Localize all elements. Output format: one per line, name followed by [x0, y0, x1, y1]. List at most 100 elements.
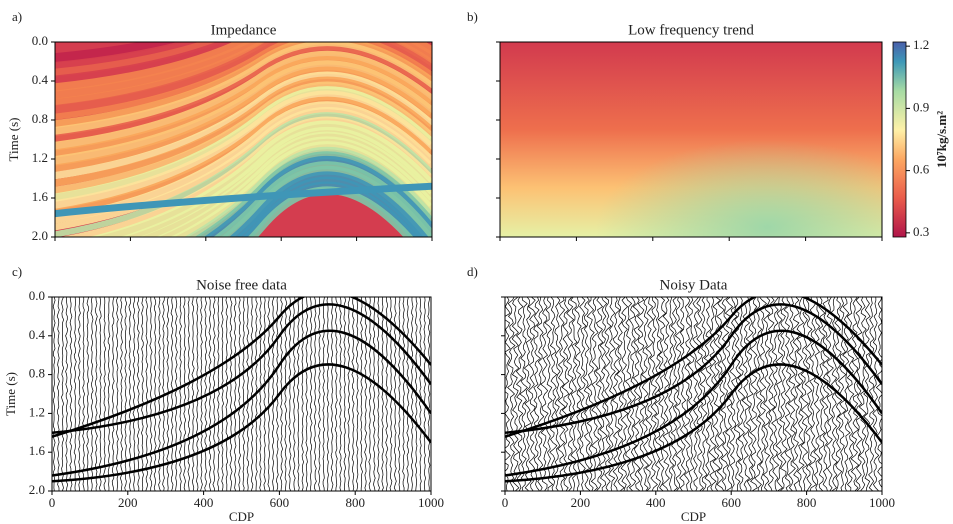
seismic-trace — [695, 297, 704, 491]
seismic-trace — [334, 297, 338, 491]
seismic-trace — [196, 297, 199, 491]
seismic-trace — [850, 297, 860, 491]
seismic-trace — [56, 297, 60, 491]
plot-area — [505, 297, 882, 491]
seismic-trace — [800, 297, 809, 491]
plot-area — [500, 42, 882, 237]
seismic-trace — [393, 297, 397, 491]
seismic-trace — [368, 297, 372, 491]
seismic-trace — [78, 297, 81, 491]
impedance-layer — [55, 182, 432, 218]
impedance-layer — [55, 101, 432, 224]
seismic-trace — [418, 297, 422, 491]
seismic-trace — [103, 297, 107, 491]
y-tick-label: 0.8 — [29, 366, 45, 381]
seismic-trace — [200, 297, 204, 491]
impedance-layer — [55, 46, 432, 143]
seismic-trace — [536, 297, 545, 491]
seismic-trace — [561, 297, 570, 491]
seismic-trace — [364, 297, 368, 491]
x-tick-label: 1000 — [869, 495, 895, 510]
seismic-trace — [598, 297, 608, 491]
seismic-event — [505, 329, 882, 477]
seismic-trace — [603, 297, 612, 491]
seismic-trace — [796, 297, 805, 491]
y-tick-label: 0.0 — [29, 288, 45, 303]
panel-label: b) — [467, 9, 478, 24]
impedance-layer — [88, 120, 432, 237]
impedance-layer — [247, 186, 414, 237]
y-tick-label: 2.0 — [29, 482, 45, 497]
seismic-trace — [187, 297, 191, 491]
seismic-trace — [712, 297, 721, 491]
seismic-trace — [653, 297, 662, 491]
seismic-trace — [787, 297, 796, 491]
seismic-event — [52, 297, 431, 438]
x-tick-label: 400 — [646, 495, 666, 510]
seismic-trace — [94, 297, 98, 491]
seismic-trace — [427, 297, 431, 491]
chart-title: Noise free data — [196, 277, 287, 293]
seismic-trace — [783, 297, 792, 491]
seismic-trace — [527, 297, 536, 491]
panel-label: c) — [12, 264, 22, 279]
seismic-trace — [570, 297, 578, 491]
seismic-trace — [862, 297, 872, 491]
impedance-layer — [55, 42, 432, 106]
y-tick-label: 0.0 — [32, 33, 48, 48]
seismic-trace — [540, 297, 549, 491]
colorbar-tick-label: 0.9 — [913, 99, 929, 114]
seismic-trace — [343, 297, 347, 491]
impedance-layer — [55, 42, 432, 137]
seismic-trace — [309, 297, 313, 491]
seismic-trace — [779, 297, 788, 491]
seismic-trace — [544, 297, 554, 491]
seismic-trace — [834, 297, 843, 491]
seismic-trace — [174, 297, 178, 491]
seismic-trace — [804, 297, 813, 491]
impedance-layer — [55, 90, 432, 210]
chart-title: Impedance — [211, 22, 277, 38]
seismic-trace — [590, 297, 600, 491]
impedance-layer — [120, 126, 432, 237]
seismic-event — [52, 303, 431, 435]
seismic-trace — [703, 297, 712, 491]
seismic-trace — [549, 297, 558, 491]
x-tick-label: 600 — [721, 495, 741, 510]
seismic-trace — [170, 297, 174, 491]
seismic-trace — [557, 297, 566, 491]
seismic-trace — [221, 297, 224, 491]
seismic-trace — [825, 297, 834, 491]
seismic-trace — [65, 297, 69, 491]
seismic-trace — [595, 297, 604, 491]
impedance-layer — [139, 131, 432, 237]
seismic-trace — [875, 297, 882, 491]
y-tick-label: 1.2 — [32, 150, 48, 165]
seismic-trace — [872, 297, 880, 491]
panel: Low frequency trend b) 0.3 0.6 0.9 1.2 10⁷kg/s… — [467, 9, 949, 241]
seismic-trace — [868, 297, 875, 491]
seismic-trace — [813, 297, 821, 491]
seismic-trace — [73, 297, 77, 491]
seismic-trace — [724, 297, 734, 491]
seismic-trace — [649, 297, 658, 491]
axes-frame — [54, 41, 433, 238]
seismic-event — [52, 363, 431, 483]
seismic-trace — [120, 297, 124, 491]
seismic-trace — [523, 297, 532, 491]
chart-title: Low frequency trend — [628, 22, 754, 38]
seismic-trace — [339, 297, 342, 491]
seismic-trace — [636, 297, 646, 491]
seismic-trace — [263, 297, 267, 491]
seismic-trace — [511, 297, 520, 491]
seismic-trace — [229, 297, 233, 491]
seismic-trace — [620, 297, 629, 491]
seismic-trace — [296, 297, 300, 491]
panel-label: a) — [12, 9, 22, 24]
impedance-layer — [55, 71, 432, 180]
seismic-trace — [858, 297, 867, 491]
seismic-trace — [372, 297, 376, 491]
seismic-trace — [69, 297, 73, 491]
impedance-layer — [55, 112, 432, 237]
seismic-trace — [217, 297, 220, 491]
